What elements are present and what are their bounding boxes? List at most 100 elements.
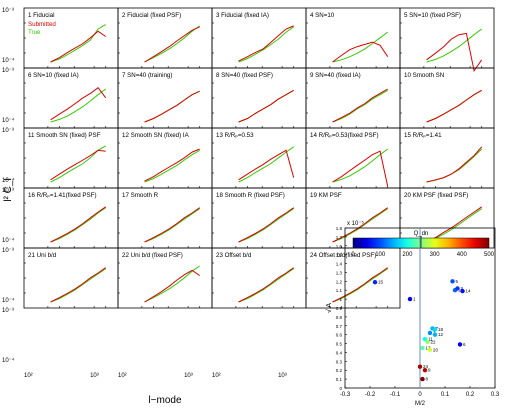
x-axis-label: l−mode <box>148 395 182 406</box>
scatter-point-9 <box>422 368 428 373</box>
x-tick-label: 10³ <box>90 373 99 379</box>
scatter-point-6 <box>457 342 463 347</box>
y-tick-label: 10⁻⁴ <box>2 357 15 364</box>
panel-11: 11 Smooth SN (fixed) PSF <box>23 127 119 189</box>
y-tick-label: 10⁻⁴ <box>2 57 15 64</box>
scatter-point-8 <box>420 376 425 382</box>
panel-18: 18 Smooth R (fixed PSF) <box>211 187 307 249</box>
scatter-point-label: 12 <box>438 332 444 337</box>
series-submitted <box>50 206 106 243</box>
scatter-point-3 <box>427 330 433 336</box>
scatter-point-15 <box>372 280 378 285</box>
panel-15: 15 R/Rₚ=1.41 <box>399 127 495 189</box>
scatter-point-label: 6 <box>463 342 466 347</box>
panel-label: 9 SN=40 (fixed IA) <box>310 72 361 79</box>
series-submitted <box>332 150 389 187</box>
scatter-point-12 <box>432 332 438 337</box>
series-true <box>50 24 106 63</box>
panel-label: 11 Smooth SN (fixed) PSF <box>28 132 101 139</box>
scatter-y-tick-label: 1.8 <box>336 226 343 231</box>
series-true <box>144 90 200 123</box>
series-submitted <box>144 148 200 182</box>
series-submitted <box>144 26 200 63</box>
scatter-point-5 <box>450 279 455 284</box>
series-submitted <box>50 30 106 63</box>
scatter-y-tick-label: 1.6 <box>336 244 343 249</box>
scatter-point-label: 22 <box>431 339 437 344</box>
panel-6: 6 SN=10 (fixed IA) <box>23 67 119 129</box>
series-submitted <box>238 25 294 62</box>
scatter-x-tick-label: 0.1 <box>441 392 450 398</box>
scatter-y-exponent: x 10⁻⁵ <box>347 220 365 227</box>
series-true <box>238 208 294 243</box>
series-true <box>238 268 294 303</box>
y-tick-label: 10⁻³ <box>2 188 14 194</box>
panel-label: 10 Smooth SN <box>404 72 444 79</box>
panel-label: 2 Fiducial (fixed PSF) <box>122 12 181 19</box>
scatter-y-tick-label: 1.7 <box>336 235 343 240</box>
panel-label: 17 Smooth R <box>122 192 159 199</box>
panel-label: 6 SN=10 (fixed IA) <box>28 72 79 79</box>
panel-label: 8 SN=40 (fixed PSF) <box>216 72 273 79</box>
series-submitted <box>426 32 483 73</box>
scatter-y-tick-label: 0.6 <box>336 333 343 338</box>
series-submitted <box>426 89 482 123</box>
scatter-y-tick-label: 1.2 <box>336 279 343 284</box>
scatter-point-label: 11 <box>428 337 433 342</box>
scatter-y-tick-label: 0.5 <box>336 342 343 347</box>
scatter-point-20 <box>427 347 433 352</box>
scatter-point-2 <box>455 286 460 291</box>
series-submitted <box>50 149 106 181</box>
series-true <box>426 148 483 183</box>
scatter-y-tick-label: 0.8 <box>336 315 343 320</box>
series-submitted <box>332 88 388 123</box>
colorbar-tick-label: 400 <box>457 252 468 258</box>
scatter-point-label: 15 <box>378 280 384 285</box>
series-true <box>426 208 482 243</box>
panel-2: 2 Fiducial (fixed PSF) <box>117 7 213 69</box>
scatter-y-tick-label: 0.1 <box>336 377 343 382</box>
series-submitted <box>426 206 482 243</box>
colorbar-tick-label: 500 <box>484 252 495 258</box>
x-tick-label: 10³ <box>184 373 193 379</box>
scatter-point-22 <box>425 339 430 344</box>
scatter-point-13 <box>420 345 425 351</box>
panel-label: 18 Smooth R (fixed PSF) <box>216 192 285 199</box>
panel-label: 22 Uni b/d (fixed PSF) <box>122 252 183 259</box>
panel-label: 19 KM PSF <box>310 192 342 199</box>
colorbar-tick-label: 100 <box>375 252 386 258</box>
x-tick-label: 10³ <box>278 373 287 379</box>
scatter-point-label: 20 <box>433 347 439 352</box>
series-submitted <box>50 87 107 121</box>
colorbar-tick-label: 300 <box>430 252 441 258</box>
series-true <box>50 88 106 123</box>
panel-label: 23 Offset b/d <box>216 252 252 259</box>
y-axis-label: l² C_l <box>3 178 14 201</box>
panel-label: 20 KM PSF (fixed PSF) <box>404 192 468 199</box>
scatter-x-tick-label: 0.2 <box>466 392 475 398</box>
scatter-y-tick-label: 0.2 <box>336 368 343 373</box>
panel-21: 21 Uni b/d <box>23 247 119 309</box>
series-true <box>238 146 294 183</box>
y-tick-label: 10⁻³ <box>2 8 14 14</box>
panel-label: 14 R/Rₚ=0.53(fixed PSF) <box>310 132 379 139</box>
panel-label: 5 SN=10 (fixed PSF) <box>404 12 461 19</box>
scatter-point-label: 1 <box>413 297 416 302</box>
scatter-y-tick-label: 1 <box>339 297 342 302</box>
y-tick-label: 10⁻⁴ <box>2 117 15 124</box>
scatter-x-tick-label: 0.3 <box>491 392 500 398</box>
panel-10: 10 Smooth SN <box>399 67 495 129</box>
scatter-y-tick-label: 0 <box>339 386 342 391</box>
scatter-point-1 <box>407 296 413 302</box>
panel-label: 16 R/Rₚ=1.41(fixed PSF) <box>28 192 97 199</box>
panel-label: 4 SN=10 <box>310 12 335 19</box>
panel-8: 8 SN=40 (fixed PSF) <box>211 67 307 129</box>
series-true <box>144 208 200 243</box>
series-submitted <box>238 267 294 303</box>
series-true <box>426 28 483 63</box>
panel-label: 1 Fiducial <box>28 12 54 19</box>
y-tick-label: 10⁻⁴ <box>2 177 15 184</box>
series-true <box>332 208 388 243</box>
scatter-point-18 <box>432 327 438 332</box>
